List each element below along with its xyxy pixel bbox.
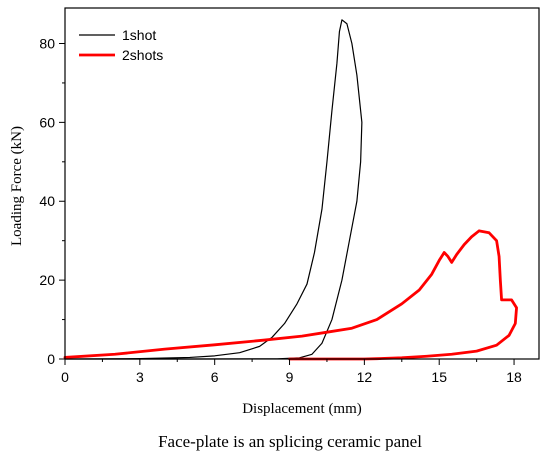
x-tick-label: 12 [357,369,373,385]
y-tick-label: 60 [39,114,55,130]
y-axis-title: Loading Force (kN) [9,126,25,246]
x-tick-label: 18 [506,369,522,385]
legend-label-2shots: 2shots [122,47,163,63]
series-line-2shots [63,229,518,361]
ticks-layer: 0 3 6 9 12 15 18 0 20 40 60 80 [39,35,522,385]
x-tick-label: 15 [431,369,447,385]
x-tick-label: 6 [211,369,219,385]
y-tick-label: 0 [47,351,55,367]
x-tick-label: 0 [61,369,69,385]
x-tick-label: 9 [286,369,294,385]
chart-caption: Face-plate is an splicing ceramic panel [158,432,422,451]
legend: 1shot 2shots [79,27,163,63]
y-tick-label: 40 [39,193,55,209]
plot-frame [64,7,540,360]
legend-label-1shot: 1shot [122,27,156,43]
series-line-1shot [64,19,363,360]
y-tick-label: 20 [39,272,55,288]
x-axis-title: Displacement (mm) [242,401,362,417]
series-layer [63,19,518,361]
y-tick-label: 80 [39,35,55,51]
x-tick-label: 3 [136,369,144,385]
